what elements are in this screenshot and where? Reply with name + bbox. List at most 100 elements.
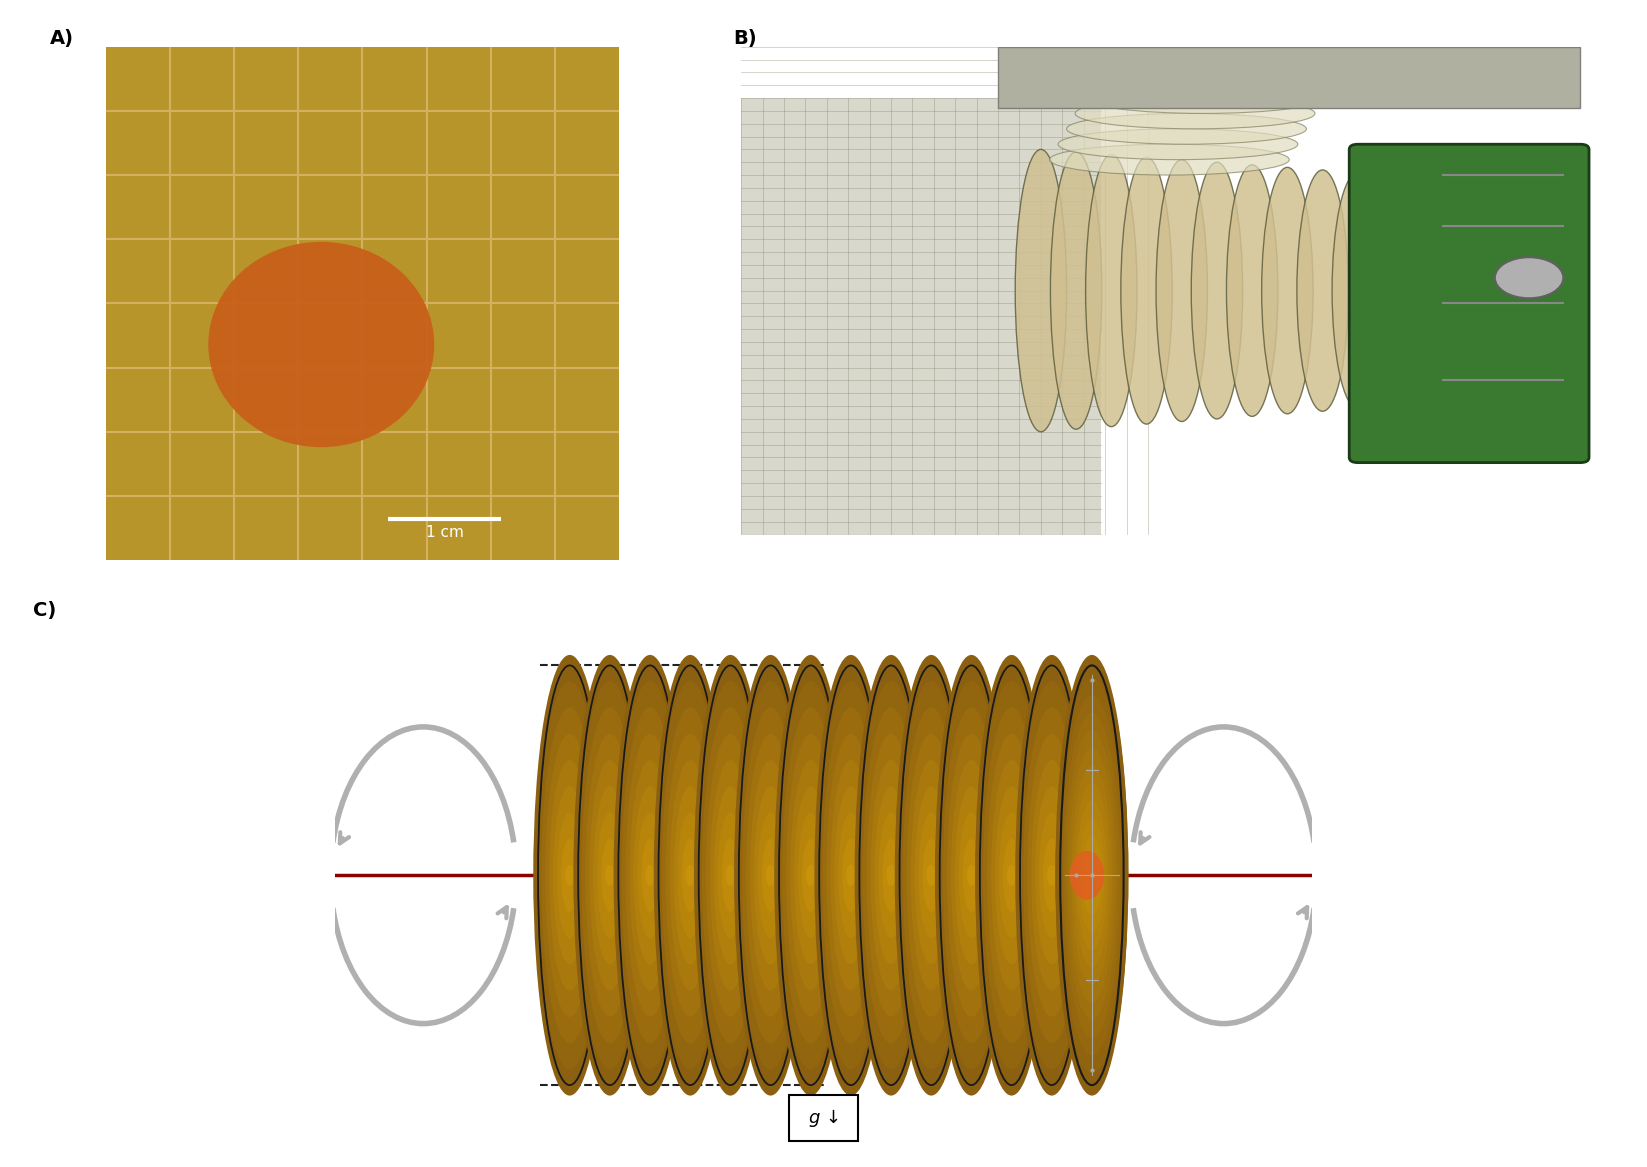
Ellipse shape	[995, 787, 1028, 964]
Ellipse shape	[749, 760, 791, 991]
Ellipse shape	[604, 865, 614, 886]
Ellipse shape	[842, 839, 860, 911]
Ellipse shape	[557, 812, 583, 938]
Ellipse shape	[1296, 170, 1349, 411]
Ellipse shape	[963, 839, 980, 911]
Ellipse shape	[1056, 661, 1128, 1090]
Ellipse shape	[1332, 173, 1383, 408]
Ellipse shape	[707, 734, 754, 1016]
Ellipse shape	[665, 734, 715, 1016]
Ellipse shape	[1084, 853, 1099, 897]
Ellipse shape	[987, 734, 1036, 1016]
Ellipse shape	[1084, 83, 1324, 113]
Ellipse shape	[855, 655, 927, 1096]
Ellipse shape	[585, 734, 634, 1016]
Ellipse shape	[779, 682, 843, 1069]
Ellipse shape	[875, 787, 907, 964]
Ellipse shape	[1057, 128, 1298, 160]
Ellipse shape	[822, 707, 879, 1043]
Ellipse shape	[634, 787, 667, 964]
Ellipse shape	[562, 839, 578, 911]
Ellipse shape	[545, 734, 595, 1016]
Ellipse shape	[646, 865, 656, 886]
Ellipse shape	[1057, 678, 1127, 1072]
Ellipse shape	[702, 707, 759, 1043]
Ellipse shape	[641, 839, 659, 911]
Ellipse shape	[618, 682, 682, 1069]
Ellipse shape	[581, 707, 639, 1043]
Ellipse shape	[914, 787, 949, 964]
Ellipse shape	[1015, 655, 1089, 1096]
Ellipse shape	[1084, 839, 1100, 911]
Ellipse shape	[950, 760, 991, 991]
Ellipse shape	[598, 812, 623, 938]
Ellipse shape	[774, 655, 847, 1096]
Ellipse shape	[654, 655, 726, 1096]
Ellipse shape	[791, 760, 832, 991]
Ellipse shape	[955, 787, 988, 964]
Ellipse shape	[799, 812, 824, 938]
Ellipse shape	[698, 682, 763, 1069]
Ellipse shape	[1003, 839, 1019, 911]
Ellipse shape	[726, 865, 735, 886]
Ellipse shape	[782, 707, 840, 1043]
Ellipse shape	[721, 839, 740, 911]
Ellipse shape	[1061, 696, 1123, 1055]
Ellipse shape	[919, 812, 944, 938]
Ellipse shape	[903, 707, 960, 1043]
Ellipse shape	[710, 760, 751, 991]
Ellipse shape	[754, 787, 787, 964]
Ellipse shape	[601, 839, 619, 911]
Ellipse shape	[637, 812, 662, 938]
Ellipse shape	[548, 760, 590, 991]
Ellipse shape	[738, 682, 804, 1069]
Ellipse shape	[573, 655, 646, 1096]
Ellipse shape	[883, 839, 899, 911]
Ellipse shape	[693, 655, 768, 1096]
Ellipse shape	[1074, 783, 1110, 967]
Ellipse shape	[682, 839, 698, 911]
Ellipse shape	[991, 760, 1033, 991]
Ellipse shape	[1156, 160, 1207, 421]
Ellipse shape	[858, 682, 924, 1069]
Ellipse shape	[1064, 707, 1120, 1043]
FancyBboxPatch shape	[998, 47, 1581, 109]
Ellipse shape	[983, 707, 1041, 1043]
Ellipse shape	[758, 812, 784, 938]
Ellipse shape	[614, 655, 687, 1096]
Ellipse shape	[814, 655, 888, 1096]
Ellipse shape	[1227, 165, 1278, 417]
Ellipse shape	[621, 707, 679, 1043]
Ellipse shape	[998, 812, 1024, 938]
Ellipse shape	[911, 760, 952, 991]
Ellipse shape	[1056, 655, 1128, 1096]
Circle shape	[1495, 257, 1563, 299]
Ellipse shape	[878, 812, 904, 938]
Ellipse shape	[590, 760, 631, 991]
Ellipse shape	[1006, 865, 1016, 886]
Text: B): B)	[733, 29, 756, 48]
Ellipse shape	[1051, 152, 1102, 429]
Ellipse shape	[735, 655, 807, 1096]
Ellipse shape	[899, 682, 963, 1069]
Ellipse shape	[967, 865, 977, 886]
Ellipse shape	[746, 734, 796, 1016]
Ellipse shape	[975, 655, 1047, 1096]
Ellipse shape	[863, 707, 919, 1043]
Ellipse shape	[819, 682, 883, 1069]
Ellipse shape	[1069, 748, 1115, 1002]
FancyBboxPatch shape	[789, 1095, 858, 1141]
Ellipse shape	[1071, 760, 1112, 991]
Ellipse shape	[830, 760, 871, 991]
Ellipse shape	[1191, 162, 1242, 419]
Ellipse shape	[894, 655, 968, 1096]
Text: 1 cm: 1 cm	[425, 525, 463, 539]
Ellipse shape	[1122, 158, 1173, 424]
FancyBboxPatch shape	[1349, 145, 1589, 462]
Ellipse shape	[786, 734, 835, 1016]
Ellipse shape	[1079, 812, 1105, 938]
Ellipse shape	[1087, 871, 1097, 880]
Ellipse shape	[1015, 149, 1067, 432]
Ellipse shape	[1049, 145, 1290, 175]
Ellipse shape	[802, 839, 820, 911]
